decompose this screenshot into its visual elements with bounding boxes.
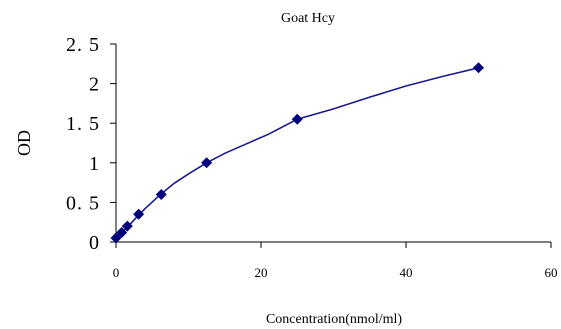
- data-points: [110, 62, 484, 244]
- y-tick-label: 1: [89, 153, 100, 175]
- data-point-marker: [473, 62, 484, 74]
- data-point-marker: [155, 188, 167, 200]
- y-tick-label: 0. 5: [66, 192, 100, 214]
- y-tick-label: 1. 5: [66, 113, 100, 135]
- data-point-marker: [116, 226, 128, 238]
- y-tick-label: 0: [89, 232, 100, 254]
- y-axis-label: OD: [14, 130, 34, 156]
- y-axis-ticks: 0 0. 5 1 1. 5 2 2. 5: [66, 34, 116, 254]
- data-point-marker: [121, 220, 133, 232]
- chart-title: Goat Hcy: [281, 11, 335, 26]
- x-tick-label: 60: [545, 265, 558, 280]
- x-tick-label: 20: [255, 265, 268, 280]
- data-point-marker: [291, 113, 303, 125]
- data-point-marker: [201, 157, 213, 169]
- x-axis-ticks: 0 20 40 60: [113, 242, 558, 280]
- data-point-marker: [110, 232, 122, 244]
- y-tick-label: 2. 5: [66, 34, 100, 56]
- x-tick-label: 40: [400, 265, 413, 280]
- fitted-curve: [115, 67, 479, 239]
- y-tick-label: 2: [89, 74, 100, 96]
- x-axis-label: Concentration(nmol/ml): [266, 312, 402, 327]
- x-tick-label: 0: [113, 265, 120, 280]
- data-point-marker: [133, 208, 145, 220]
